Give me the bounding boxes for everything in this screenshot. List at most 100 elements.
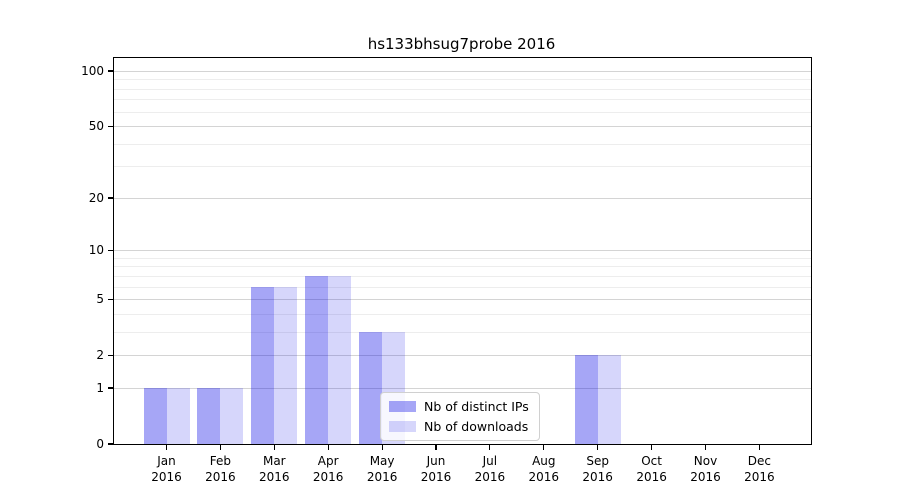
x-tick-year: 2016	[474, 470, 506, 484]
gridline-major	[114, 70, 811, 72]
x-tick-year: 2016	[528, 470, 560, 484]
bar-nb-of-downloads-mar	[274, 286, 298, 444]
x-tick-mark	[219, 445, 221, 451]
y-tick-label: 20	[88, 190, 104, 205]
x-tick-mark	[327, 445, 329, 451]
y-tick-mark	[107, 443, 113, 445]
x-tick-mark	[489, 445, 491, 451]
gridline-minor	[114, 257, 811, 259]
x-tick-label: Aug 2016	[514, 453, 574, 485]
legend-label: Nb of distinct IPs	[424, 399, 529, 414]
x-tick-month: Jan	[157, 454, 176, 468]
x-tick-year: 2016	[366, 470, 398, 484]
x-tick-month: May	[369, 454, 395, 468]
chart-title: hs133bhsug7probe 2016	[367, 35, 556, 53]
x-tick-year: 2016	[582, 470, 613, 484]
x-tick-month: Mar	[262, 454, 286, 468]
y-tick-label: 5	[96, 292, 104, 307]
x-tick-month: Jun	[426, 454, 446, 468]
legend-item: Nb of downloads	[389, 419, 529, 434]
gridline-major	[114, 126, 811, 128]
y-tick-label: 100	[81, 63, 104, 78]
gridline-minor	[114, 166, 811, 168]
bar-nb-of-downloads-sep	[597, 355, 621, 444]
x-tick-label: Sep 2016	[568, 453, 628, 485]
gridline-major	[114, 387, 811, 389]
y-tick-label: 2	[96, 348, 104, 363]
x-tick-label: Nov 2016	[676, 453, 736, 485]
x-tick-year: 2016	[312, 470, 344, 484]
bar-nb-of-distinct-ips-sep	[574, 355, 598, 444]
gridline-minor	[114, 275, 811, 277]
gridline-minor	[114, 266, 811, 268]
gridline-minor	[114, 88, 811, 90]
gridline-major	[114, 355, 811, 357]
bar-nb-of-downloads-jan	[166, 387, 190, 444]
gridline-major	[114, 197, 811, 199]
x-tick-mark	[597, 445, 599, 451]
x-tick-label: Jun 2016	[406, 453, 466, 485]
x-tick-year: 2016	[205, 470, 236, 484]
x-tick-month: Aug	[532, 454, 556, 468]
bar-nb-of-distinct-ips-apr	[305, 275, 329, 444]
x-tick-label: May 2016	[352, 453, 412, 485]
legend: Nb of distinct IPs Nb of downloads	[380, 392, 540, 441]
bar-nb-of-distinct-ips-mar	[251, 286, 275, 444]
x-tick-month: Feb	[209, 454, 232, 468]
y-tick-mark	[107, 125, 113, 127]
y-tick-mark	[107, 249, 113, 251]
gridline-minor	[114, 313, 811, 315]
gridline-minor	[114, 99, 811, 101]
x-tick-mark	[381, 445, 383, 451]
bar-nb-of-distinct-ips-may	[359, 331, 383, 444]
x-tick-mark	[273, 445, 275, 451]
y-tick-label: 1	[96, 380, 104, 395]
bar-nb-of-downloads-feb	[220, 387, 244, 444]
y-tick-mark	[107, 197, 113, 199]
x-tick-label: Jul 2016	[460, 453, 520, 485]
x-tick-year: 2016	[690, 470, 721, 484]
x-tick-month: Nov	[693, 454, 718, 468]
y-tick-mark	[107, 70, 113, 72]
x-tick-mark	[543, 445, 545, 451]
x-tick-month: Jul	[482, 454, 498, 468]
legend-swatch	[389, 421, 416, 432]
legend-swatch	[389, 401, 416, 412]
x-tick-label: Dec 2016	[729, 453, 789, 485]
bar-nb-of-distinct-ips-jan	[143, 387, 167, 444]
x-tick-month: Oct	[641, 454, 662, 468]
bar-nb-of-distinct-ips-feb	[197, 387, 221, 444]
plot-area: 0 1 2 5 10 20 50 100 Jan 2016 Feb 2016 Mar 2016 Apr 201…	[81, 57, 812, 484]
x-tick-label: Oct 2016	[622, 453, 682, 485]
x-tick-mark	[435, 445, 437, 451]
x-tick-label: Feb 2016	[190, 453, 250, 485]
y-tick-label: 50	[88, 119, 104, 134]
y-tick-mark	[107, 387, 113, 389]
gridline-minor	[114, 143, 811, 145]
x-tick-mark	[651, 445, 653, 451]
x-tick-mark	[165, 445, 168, 451]
gridline-minor	[114, 286, 811, 288]
gridline-minor	[114, 111, 811, 113]
gridline-minor	[114, 79, 811, 81]
x-tick-label: Apr 2016	[298, 453, 358, 485]
gridline-major	[114, 250, 811, 252]
y-tick-label: 10	[88, 243, 104, 258]
bar-nb-of-downloads-apr	[328, 275, 352, 444]
x-tick-month: Sep	[586, 454, 609, 468]
x-tick-label: Jan 2016	[137, 453, 197, 485]
y-tick-label: 0	[96, 437, 104, 451]
x-tick-month: Dec	[747, 454, 771, 468]
x-tick-month: Apr	[317, 454, 339, 468]
legend-label: Nb of downloads	[424, 419, 529, 434]
gridline-minor	[114, 331, 811, 333]
x-tick-label: Mar 2016	[244, 453, 304, 485]
x-tick-year: 2016	[420, 470, 452, 484]
x-tick-year: 2016	[259, 470, 290, 484]
legend-item: Nb of distinct IPs	[389, 399, 529, 414]
x-tick-year: 2016	[744, 470, 775, 484]
y-tick-mark	[107, 354, 113, 356]
x-tick-mark	[758, 445, 760, 451]
gridline-major	[114, 299, 811, 301]
